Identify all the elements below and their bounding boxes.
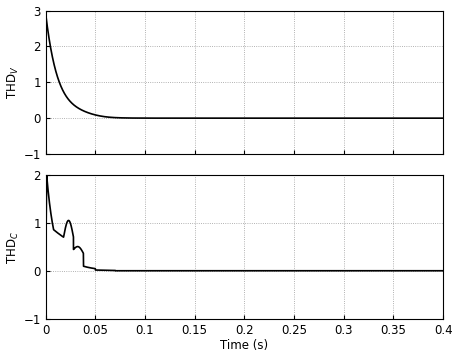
Y-axis label: THD$_C$: THD$_C$: [5, 231, 21, 263]
Y-axis label: THD$_V$: THD$_V$: [5, 66, 21, 99]
X-axis label: Time (s): Time (s): [220, 339, 268, 352]
